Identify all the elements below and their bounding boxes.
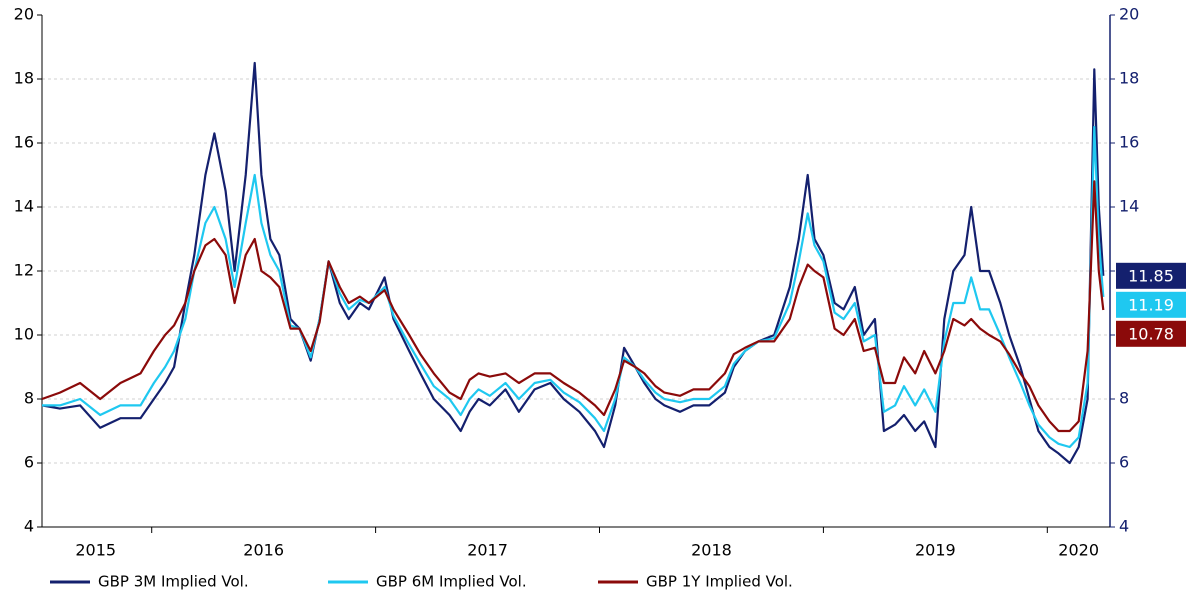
y2-tick-label: 8 <box>1119 389 1129 408</box>
y-tick-label: 14 <box>14 197 34 216</box>
y-tick-label: 4 <box>24 517 34 536</box>
legend-label: GBP 3M Implied Vol. <box>98 573 249 591</box>
y-tick-label: 20 <box>14 5 34 24</box>
x-tick-label: 2015 <box>75 541 116 560</box>
y2-tick-label: 4 <box>1119 517 1129 536</box>
end-value-label: 10.78 <box>1128 324 1174 343</box>
series-line <box>41 180 1105 433</box>
end-value-label: 11.19 <box>1128 295 1174 314</box>
end-value-label: 11.85 <box>1128 266 1174 285</box>
x-tick-label: 2016 <box>243 541 284 560</box>
end-value-box <box>1116 291 1186 318</box>
y2-tick-label: 20 <box>1119 5 1139 24</box>
legend-label: GBP 6M Implied Vol. <box>376 573 527 591</box>
y-tick-label: 8 <box>24 389 34 408</box>
x-tick-label: 2020 <box>1058 541 1099 560</box>
legend-label: GBP 1Y Implied Vol. <box>646 573 793 591</box>
y2-tick-label: 16 <box>1119 133 1139 152</box>
x-tick-label: 2018 <box>691 541 732 560</box>
x-tick-label: 2017 <box>467 541 508 560</box>
y-tick-label: 18 <box>14 69 34 88</box>
y-tick-label: 12 <box>14 261 34 280</box>
y2-tick-label: 18 <box>1119 69 1139 88</box>
end-value-box <box>1116 262 1186 289</box>
series-line <box>41 61 1105 465</box>
y-tick-label: 16 <box>14 133 34 152</box>
y-tick-label: 10 <box>14 325 34 344</box>
y2-tick-label: 14 <box>1119 197 1139 216</box>
y2-tick-label: 6 <box>1119 453 1129 472</box>
y-tick-label: 6 <box>24 453 34 472</box>
x-tick-label: 2019 <box>915 541 956 560</box>
end-value-box <box>1116 320 1186 347</box>
